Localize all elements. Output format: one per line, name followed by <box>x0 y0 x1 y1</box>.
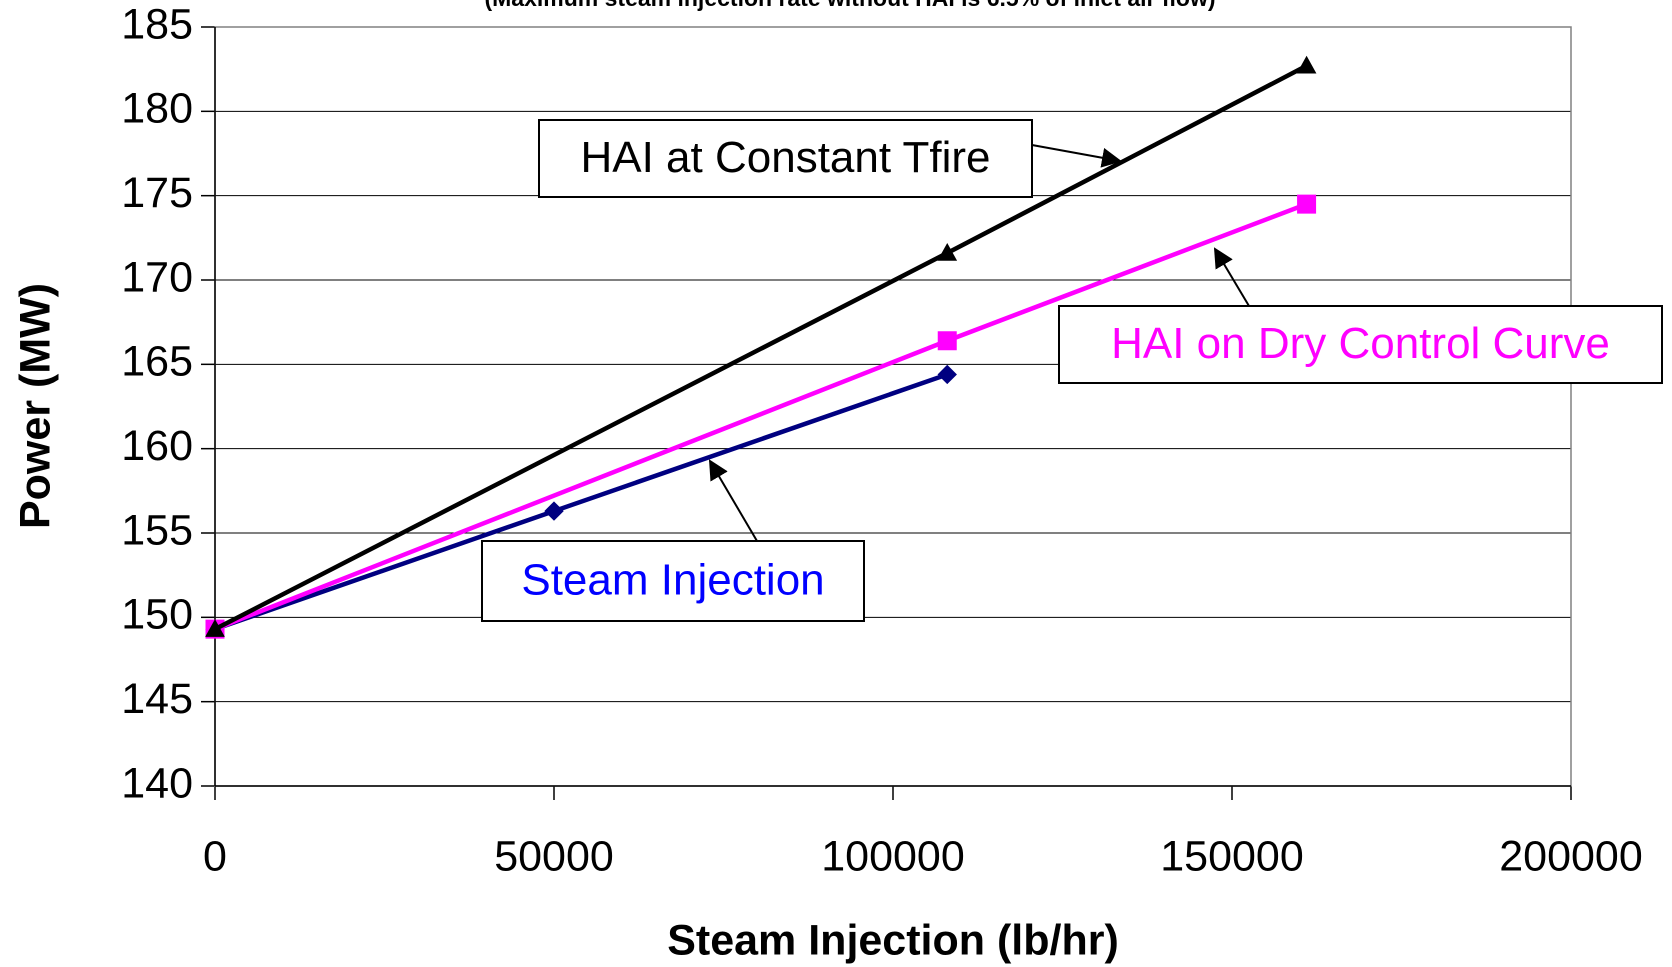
annotation-box <box>1058 305 1663 384</box>
y-tick-label: 180 <box>121 85 193 133</box>
x-tick-label: 100000 <box>821 832 965 880</box>
x-tick-label: 200000 <box>1499 832 1643 880</box>
annotation-text: HAI on Dry Control Curve <box>1111 319 1610 368</box>
marker <box>937 364 957 385</box>
marker <box>937 331 957 351</box>
annotation-arrow <box>1031 144 1122 168</box>
annotation-arrow <box>1213 247 1250 307</box>
y-axis-title: Power (MW) <box>11 283 59 529</box>
marker <box>205 619 225 637</box>
y-tick-label: 155 <box>121 506 193 554</box>
y-tick-label: 185 <box>121 0 193 48</box>
y-tick-label: 170 <box>121 253 193 301</box>
x-tick-label: 0 <box>203 832 227 880</box>
y-tick-label: 150 <box>121 591 193 639</box>
marker <box>1297 194 1317 214</box>
y-tick-label: 165 <box>121 338 193 386</box>
y-tick-label: 160 <box>121 422 193 470</box>
marker <box>544 501 564 521</box>
marker <box>937 242 958 261</box>
y-tick-label: 175 <box>121 169 193 217</box>
x-tick-label: 150000 <box>1160 832 1304 880</box>
x-tick-label: 50000 <box>494 832 614 880</box>
x-axis-title: Steam Injection (lb/hr) <box>667 916 1119 964</box>
annotation-arrow <box>708 459 758 542</box>
annotation-box <box>481 540 865 622</box>
annotation-text: HAI at Constant Tfire <box>580 133 990 182</box>
annotation-box <box>538 119 1033 198</box>
marker <box>1296 55 1317 74</box>
y-tick-label: 140 <box>121 759 193 807</box>
annotation-text: Steam Injection <box>521 556 824 605</box>
subtitle: (Maximum steam injection rate without HA… <box>484 0 1215 11</box>
y-tick-label: 145 <box>121 675 193 723</box>
